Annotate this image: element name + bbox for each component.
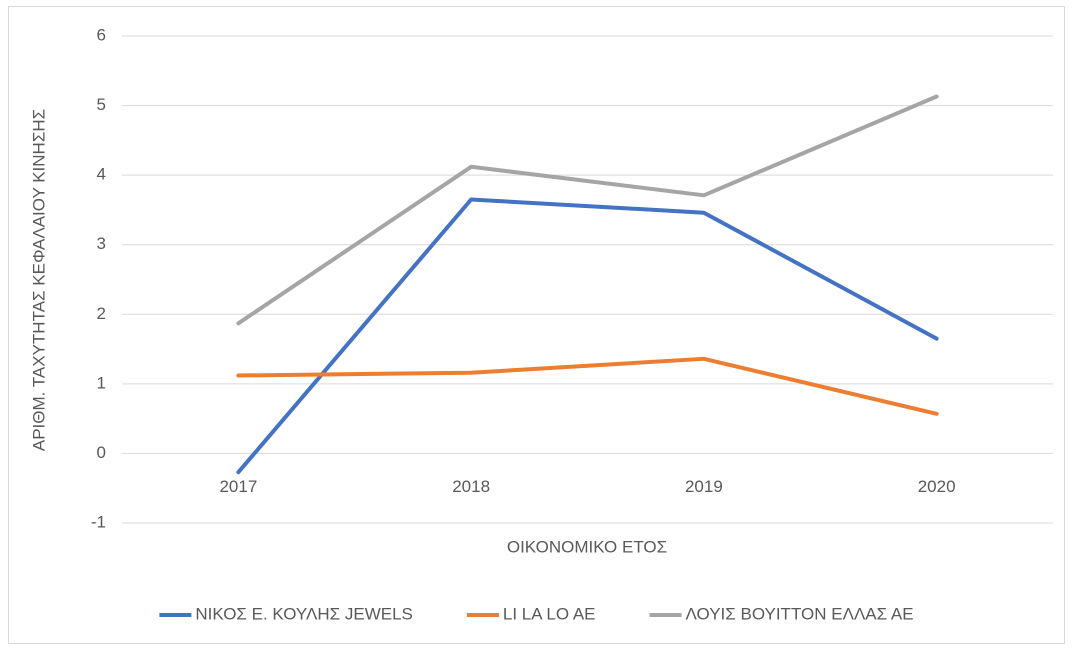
y-tick-label: 0 xyxy=(97,443,106,462)
data-line xyxy=(236,94,939,326)
y-tick-label: 3 xyxy=(97,234,106,253)
y-tick-label: 4 xyxy=(97,165,106,184)
legend-label: ΛΟΥΙΣ ΒΟΥΙΤΤΟΝ ΕΛΛΑΣ ΑΕ xyxy=(686,604,914,623)
legend-label: LI LA LO AE xyxy=(503,604,596,623)
x-tick-label: 2019 xyxy=(685,477,723,496)
y-tick-label: 5 xyxy=(97,95,106,114)
y-tick-label: -1 xyxy=(91,512,106,531)
y-tick-label: 1 xyxy=(97,373,106,392)
y-tick-label: 2 xyxy=(97,304,106,323)
x-tick-label: 2017 xyxy=(219,477,257,496)
x-axis-title: ΟΙΚΟΝΟΜΙΚΟ ΕΤΟΣ xyxy=(507,537,667,556)
y-axis-title: ΑΡΙΘΜ. ΤΑΧΥΤΗΤΑΣ ΚΕΦΑΛΑΙΟΥ ΚΙΝΗΣΗΣ xyxy=(29,109,48,451)
chart-frame xyxy=(8,6,1065,644)
data-line xyxy=(236,356,939,416)
data-line xyxy=(236,197,939,475)
x-tick-label: 2020 xyxy=(918,477,956,496)
legend-label: ΝΙΚΟΣ Ε. ΚΟΥΛΗΣ JEWELS xyxy=(195,604,413,623)
x-tick-label: 2018 xyxy=(452,477,490,496)
y-tick-label: 6 xyxy=(97,25,106,44)
